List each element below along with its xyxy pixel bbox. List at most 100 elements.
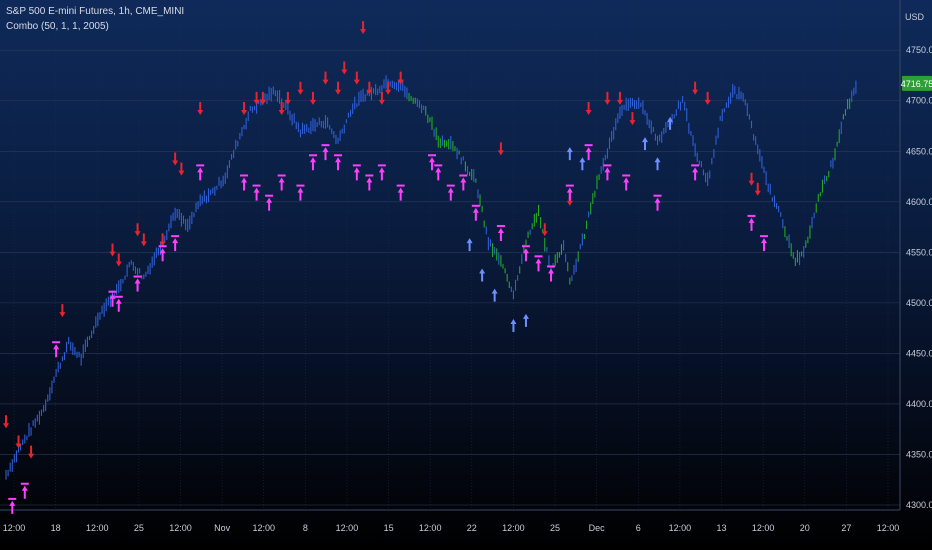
long-signal-arrow	[522, 313, 529, 327]
buy-signal-bar	[584, 144, 593, 147]
symbol-legend[interactable]: S&P 500 E-mini Futures, 1h, CME_MINI	[6, 6, 185, 17]
buy-signal-arrow-shape	[335, 157, 342, 171]
buy-signal-arrow	[747, 214, 756, 231]
sell-signal-arrow	[259, 91, 266, 105]
time-tick-label: 12:00	[502, 523, 525, 533]
long-signal-arrow	[654, 157, 661, 171]
buy-signal-bar	[446, 184, 455, 187]
buy-signal-arrow-shape	[53, 344, 60, 358]
sell-arrow-shape	[172, 152, 179, 166]
long-signal-arrow-shape	[642, 137, 648, 151]
buy-signal-arrow-shape	[497, 228, 504, 242]
sell-signal-arrow	[172, 152, 179, 166]
buy-signal-arrow	[20, 482, 29, 499]
sell-signal-arrow	[3, 415, 9, 429]
sell-signal-arrow	[322, 71, 329, 85]
sell-signal-arrow	[109, 243, 116, 257]
buy-signal-bar	[534, 255, 543, 258]
buy-signal-arrow	[471, 204, 480, 221]
buy-signal-arrow	[240, 174, 249, 191]
buy-signal-arrow-shape	[134, 278, 141, 292]
sell-signal-arrow	[284, 91, 291, 105]
buy-signal-arrow-shape	[585, 147, 592, 161]
sell-signal-arrow	[616, 91, 623, 105]
buy-signal-bar	[760, 235, 769, 238]
sell-signal-arrow	[341, 61, 348, 75]
time-tick-label: 12:00	[419, 523, 442, 533]
time-tick-label: 12:00	[752, 523, 775, 533]
time-tick-label: 8	[303, 523, 308, 533]
price-tick-label: 4700.00	[906, 96, 932, 106]
buy-signal-bar	[277, 174, 286, 177]
sell-arrow-shape	[378, 91, 385, 105]
sell-signal-arrow	[309, 91, 316, 105]
time-tick-label: Nov	[214, 523, 231, 533]
sell-arrow-shape	[366, 81, 373, 95]
buy-signal-arrow-shape	[604, 167, 611, 181]
price-tick-label: 4350.00	[906, 449, 932, 459]
sell-signal-arrow	[241, 101, 248, 115]
indicator-legend[interactable]: Combo (50, 1, 1, 2005)	[6, 21, 109, 32]
sell-signal-arrow	[140, 233, 147, 247]
buy-signal-bar	[8, 497, 17, 500]
buy-signal-arrow	[459, 174, 468, 191]
long-signal-arrow-shape	[491, 288, 498, 302]
buy-signal-arrow-shape	[322, 147, 329, 161]
last-price-badge	[902, 75, 932, 91]
buy-signal-arrow-shape	[9, 500, 16, 514]
buy-signal-arrow	[133, 275, 142, 292]
buy-signal-arrow	[760, 235, 769, 252]
sell-arrow-shape	[704, 91, 711, 105]
sell-signal-arrow	[360, 21, 367, 35]
buy-signal-bar	[171, 235, 180, 238]
sell-signal-arrow	[754, 182, 761, 196]
buy-signal-arrow	[277, 174, 286, 191]
price-tick-label: 4650.00	[906, 146, 932, 156]
time-tick-label: 12:00	[3, 523, 26, 533]
buy-signal-arrow	[196, 164, 205, 181]
sell-signal-arrow	[629, 112, 636, 126]
buy-signal-arrow-shape	[378, 167, 385, 181]
sell-signal-arrow	[385, 81, 392, 95]
buy-signal-bar	[352, 164, 361, 167]
buy-signal-bar	[334, 154, 343, 157]
buy-signal-bar	[108, 290, 117, 293]
buy-signal-bar	[114, 295, 123, 298]
buy-signal-arrow	[653, 194, 662, 211]
price-tick-label: 4400.00	[906, 399, 932, 409]
sell-arrow-shape	[253, 91, 260, 105]
buy-signal-arrow-shape	[241, 177, 248, 191]
buy-signal-bar	[747, 214, 756, 217]
buy-signal-arrow	[252, 184, 261, 201]
buy-signal-arrow-shape	[297, 187, 304, 201]
sell-signal-arrow	[366, 81, 373, 95]
buy-signal-arrow-shape	[748, 217, 755, 231]
sell-arrow-shape	[178, 162, 185, 176]
buy-signal-arrow-shape	[366, 177, 373, 191]
buy-signal-arrow-shape	[197, 167, 204, 181]
sell-signal-arrow	[59, 304, 66, 318]
time-tick-label: 27	[841, 523, 851, 533]
buy-signal-bar	[377, 164, 386, 167]
buy-signal-bar	[521, 245, 530, 248]
long-signal-arrow-shape	[466, 238, 473, 252]
sell-signal-arrow	[692, 81, 699, 95]
price-tick-label: 4300.00	[906, 500, 932, 510]
sell-signal-arrow	[115, 253, 122, 267]
buy-signal-bar	[396, 184, 405, 187]
sell-arrow-shape	[3, 415, 9, 429]
sell-signal-arrow	[397, 71, 404, 85]
sell-signal-arrow	[335, 81, 342, 95]
buy-signal-arrow-shape	[548, 268, 555, 282]
long-signal-arrow	[491, 288, 498, 302]
long-signal-arrow	[510, 318, 517, 332]
time-tick-label: 25	[550, 523, 560, 533]
sell-arrow-shape	[284, 91, 291, 105]
buy-signal-arrow-shape	[535, 258, 542, 272]
buy-signal-bar	[52, 341, 61, 344]
sell-signal-arrow	[178, 162, 185, 176]
buy-signal-arrow-shape	[654, 197, 661, 211]
long-signal-arrow-shape	[479, 268, 486, 282]
